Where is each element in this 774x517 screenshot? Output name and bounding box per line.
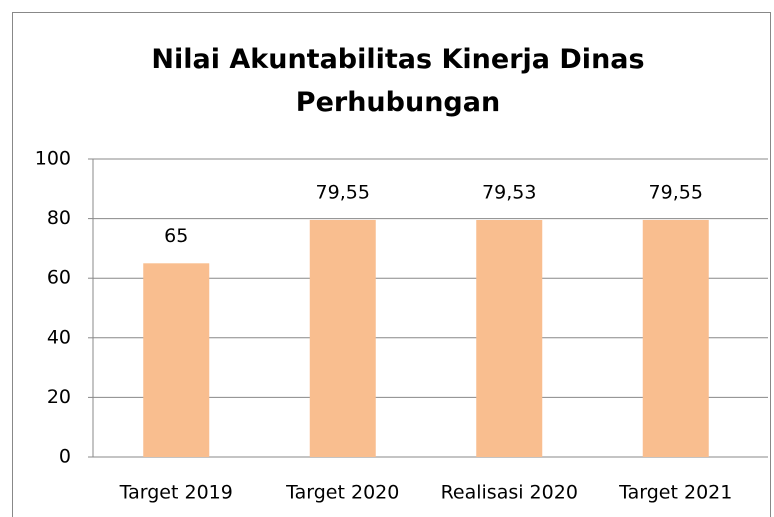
- data-label: 65: [164, 225, 188, 247]
- chart-title: Nilai Akuntabilitas Kinerja Dinas Perhub…: [151, 44, 645, 118]
- y-tick-label: 60: [47, 267, 71, 289]
- bar: [143, 263, 210, 457]
- y-tick-label: 100: [35, 148, 71, 170]
- bar: [642, 219, 709, 457]
- x-tick-label: Target 2021: [618, 482, 732, 504]
- y-tick-label: 0: [59, 446, 71, 468]
- bar: [476, 220, 543, 457]
- x-tick-label: Realisasi 2020: [441, 482, 578, 504]
- x-tick-label: Target 2019: [119, 482, 233, 504]
- data-label: 79,53: [482, 182, 536, 204]
- bar: [309, 219, 376, 457]
- y-tick-label: 80: [47, 207, 71, 229]
- x-tick-label: Target 2020: [285, 482, 399, 504]
- data-label: 79,55: [649, 181, 703, 203]
- y-tick-label: 20: [47, 386, 71, 408]
- y-tick-label: 40: [47, 326, 71, 348]
- data-label: 79,55: [316, 181, 370, 203]
